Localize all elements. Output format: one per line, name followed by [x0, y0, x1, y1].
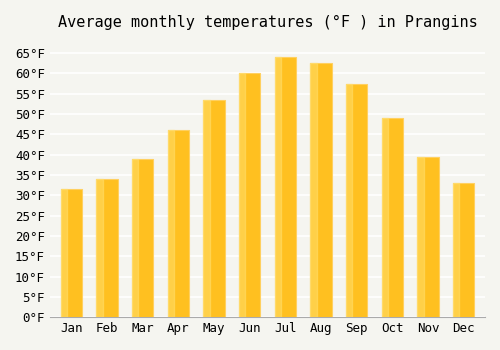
Bar: [310, 63, 332, 317]
Bar: [132, 159, 138, 317]
Bar: [346, 84, 368, 317]
Bar: [382, 118, 403, 317]
Bar: [382, 118, 388, 317]
Bar: [274, 57, 281, 317]
Bar: [239, 74, 246, 317]
Bar: [274, 57, 296, 317]
Bar: [203, 100, 209, 317]
Bar: [168, 130, 189, 317]
Bar: [453, 183, 474, 317]
Bar: [96, 179, 102, 317]
Bar: [132, 159, 154, 317]
Bar: [203, 100, 224, 317]
Bar: [346, 84, 352, 317]
Bar: [417, 157, 424, 317]
Title: Average monthly temperatures (°F ) in Prangins: Average monthly temperatures (°F ) in Pr…: [58, 15, 478, 30]
Bar: [239, 74, 260, 317]
Bar: [417, 157, 438, 317]
Bar: [310, 63, 316, 317]
Bar: [453, 183, 460, 317]
Bar: [168, 130, 174, 317]
Bar: [60, 189, 82, 317]
Bar: [60, 189, 67, 317]
Bar: [96, 179, 118, 317]
